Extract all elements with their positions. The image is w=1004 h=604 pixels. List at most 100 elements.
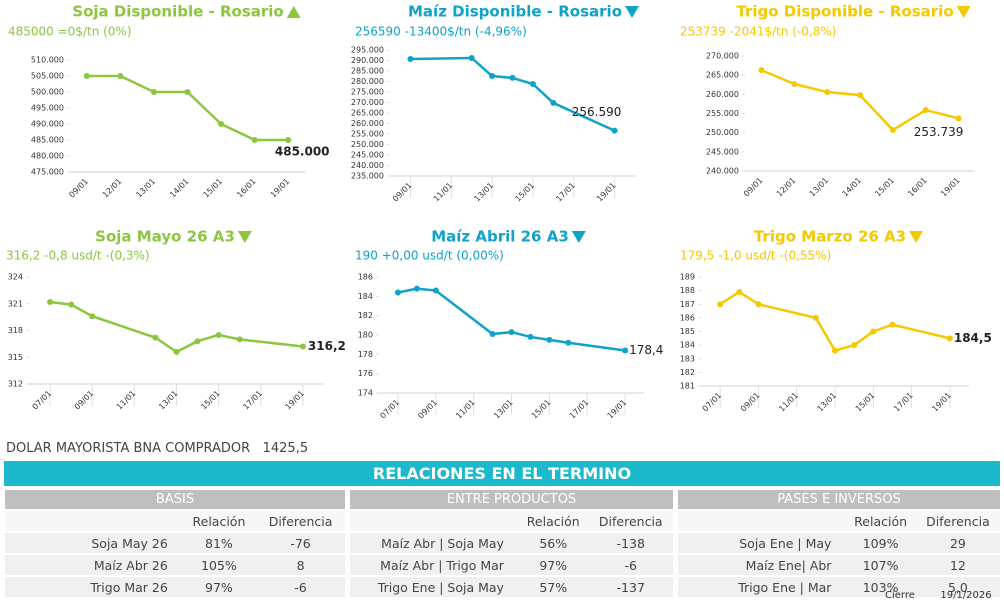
point	[611, 127, 618, 134]
y-tick-label: 185	[680, 327, 695, 336]
y-tick-label: 250.000	[706, 128, 739, 137]
point	[489, 331, 496, 338]
point	[236, 336, 243, 343]
annotation: 485.000	[275, 145, 330, 159]
point	[407, 56, 414, 63]
cell: 12	[915, 555, 1000, 575]
footer-date: 19/1/2026	[940, 590, 992, 601]
point	[194, 338, 201, 345]
y-tick-label: 315	[8, 353, 23, 362]
y-tick-label: 255.000	[706, 109, 739, 118]
x-tick-label: 15/01	[202, 177, 225, 200]
section-title: ENTRE PRODUCTOS	[350, 490, 673, 509]
chart-subtitle: 316,2 -0,8 usd/t -(0,3%)	[6, 249, 150, 263]
relation-section: PASES E INVERSOS Relación Diferencia Soja E…	[678, 488, 1000, 599]
point	[622, 347, 629, 354]
line	[719, 290, 951, 353]
line	[49, 300, 304, 354]
y-tick-label: 275.000	[351, 88, 384, 97]
point	[824, 89, 831, 96]
y-tick-label: 174	[358, 389, 373, 398]
chart-subtitle: 485000 =0$/tn (0%)	[8, 25, 132, 39]
point	[117, 73, 124, 79]
y-tick-label: 500.000	[31, 88, 64, 97]
point	[717, 301, 724, 308]
point	[68, 301, 75, 308]
y-tick-label: 176	[358, 369, 373, 378]
y-tick-label: 475.000	[31, 168, 64, 177]
line	[410, 56, 616, 132]
y-tick-label: 250.000	[351, 140, 384, 149]
point	[299, 343, 306, 350]
row-label: Trigo Ene | Mar	[678, 577, 846, 597]
cell: 107%	[845, 555, 916, 575]
point	[870, 328, 877, 335]
point	[832, 347, 838, 354]
cell: 57%	[517, 577, 589, 597]
cell: 8	[256, 555, 345, 575]
x-tick-label: 19/01	[939, 176, 962, 199]
point	[394, 289, 401, 296]
point	[173, 348, 180, 355]
x-tick-label: 09/01	[67, 177, 90, 200]
point	[489, 73, 496, 80]
point	[922, 107, 929, 114]
point	[432, 287, 439, 294]
y-tick-label: 180	[358, 331, 373, 340]
trend-icon	[237, 231, 252, 243]
footer-label: Cierre	[885, 590, 915, 601]
annotation: 184,5	[954, 331, 992, 345]
column-header: Relación	[517, 511, 589, 531]
y-tick-label: 183	[680, 354, 695, 363]
y-tick-label: 260.000	[706, 90, 739, 99]
relation-row: Trigo Ene | Mar 103% 5,0	[678, 577, 1000, 597]
relation-row: Maíz Abr | Soja May 56% -138	[350, 533, 673, 553]
dollar-line: DOLAR MAYORISTA BNA COMPRADOR 1425,5	[6, 441, 308, 456]
x-tick-label: 14/01	[168, 177, 191, 200]
cell: 103%	[845, 577, 916, 597]
annotation: 316,2	[308, 339, 346, 353]
cell: 105%	[181, 555, 257, 575]
point	[413, 285, 420, 292]
point	[755, 301, 762, 308]
point	[955, 115, 962, 122]
cell: 97%	[517, 555, 589, 575]
relation-section: ENTRE PRODUCTOS Relación Diferencia Maíz Ab…	[350, 488, 673, 599]
point	[215, 331, 222, 338]
relation-row: Maíz Abr 26 105% 8	[5, 555, 345, 575]
y-tick-label: 510.000	[31, 56, 64, 65]
row-label: Maíz Ene| Abr	[678, 555, 846, 575]
point	[468, 54, 475, 61]
point	[150, 89, 157, 95]
chart-subtitle: 190 +0,00 usd/t (0,00%)	[355, 249, 504, 263]
row-label: Trigo Mar 26	[5, 577, 182, 597]
y-tick-label: 490.000	[31, 120, 64, 129]
x-tick-label: 12/01	[775, 176, 798, 199]
blank-cell	[5, 511, 182, 531]
cell: -76	[256, 533, 345, 553]
section-header-row: BASIS	[5, 490, 345, 509]
point	[889, 321, 896, 328]
x-tick-label: 09/01	[742, 176, 765, 199]
y-tick-label: 181	[680, 382, 695, 391]
y-tick-label: 178	[358, 350, 373, 359]
point	[758, 67, 765, 74]
footer: Cierre 19/1/2026	[885, 590, 992, 601]
annotation: 253.739	[914, 125, 964, 139]
section-header-row: ENTRE PRODUCTOS	[350, 490, 673, 509]
y-tick-label: 270.000	[351, 98, 384, 107]
section-title: BASIS	[5, 490, 345, 509]
relation-table: ENTRE PRODUCTOS Relación Diferencia Maíz Ab…	[350, 488, 673, 599]
column-header-row: Relación Diferencia	[678, 511, 1000, 531]
cell: 109%	[845, 533, 916, 553]
x-tick-label: 16/01	[235, 177, 258, 200]
cell: 56%	[517, 533, 589, 553]
y-tick-label: 184	[680, 341, 695, 350]
point	[509, 74, 516, 81]
trend-icon	[956, 6, 971, 18]
cell: -138	[588, 533, 673, 553]
y-tick-label: 265.000	[351, 109, 384, 118]
point	[565, 339, 572, 346]
point	[89, 313, 96, 320]
